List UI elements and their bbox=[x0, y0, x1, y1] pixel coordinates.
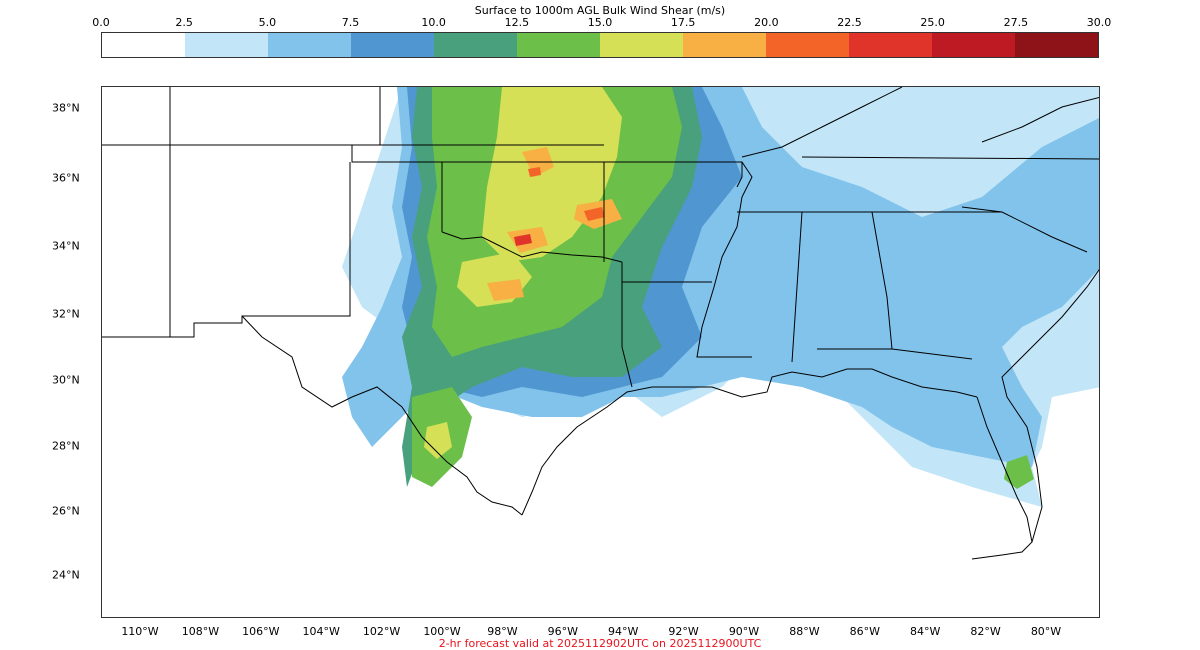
shear-region-green-florida bbox=[1004, 455, 1034, 489]
colorbar-segment bbox=[185, 33, 268, 57]
colorbar-segment bbox=[932, 33, 1015, 57]
coastline-florida bbox=[971, 396, 1033, 560]
coastline-atlantic bbox=[1001, 268, 1099, 543]
longitude-label: 88°W bbox=[789, 625, 820, 638]
colorbar-tick-label: 15.0 bbox=[587, 16, 613, 29]
border-al-ga bbox=[871, 211, 893, 350]
latitude-label: 36°N bbox=[52, 171, 80, 185]
border-va bbox=[981, 96, 1099, 143]
latitude-label: 32°N bbox=[52, 307, 80, 321]
latitude-label: 26°N bbox=[52, 504, 80, 518]
shear-region-yellow bbox=[482, 87, 622, 262]
shear-region-red bbox=[514, 234, 532, 246]
colorbar-tick-label: 2.5 bbox=[175, 16, 193, 29]
longitude-label: 90°W bbox=[728, 625, 760, 638]
colorbar-tick-label: 7.5 bbox=[341, 16, 360, 29]
colorbar-title: Surface to 1000m AGL Bulk Wind Shear (m/… bbox=[474, 4, 726, 17]
colorbar-segment bbox=[434, 33, 517, 57]
coastline-gulf bbox=[521, 368, 978, 516]
shear-region-red-2 bbox=[584, 207, 605, 221]
colorbar-segment bbox=[102, 33, 185, 57]
colorbar-segment bbox=[600, 33, 683, 57]
shear-region-red-3 bbox=[528, 167, 541, 177]
colorbar-tick-label: 0.0 bbox=[92, 16, 110, 29]
map-svg bbox=[102, 87, 1099, 560]
colorbar-segment bbox=[849, 33, 932, 57]
colorbar-segment bbox=[1015, 33, 1098, 57]
state-boundaries bbox=[102, 87, 1099, 560]
colorbar-segment bbox=[517, 33, 600, 57]
border-mississippi-river bbox=[696, 161, 753, 358]
longitude-label: 104°W bbox=[302, 625, 340, 638]
colorbar-tick-label: 22.5 bbox=[837, 16, 862, 29]
forecast-valid-text: 2-hr forecast valid at 2025112902UTC on … bbox=[438, 637, 762, 650]
colorbar-segment bbox=[683, 33, 766, 57]
colorbar-tick-label: 17.5 bbox=[670, 16, 696, 29]
longitude-label: 102°W bbox=[362, 625, 401, 638]
wind-shear-shading bbox=[342, 87, 1099, 507]
border-ga-fl bbox=[817, 348, 973, 360]
longitude-label: 108°W bbox=[181, 625, 220, 638]
border-ark-north bbox=[604, 161, 743, 188]
latitude-label: 30°N bbox=[52, 373, 80, 387]
longitude-label: 98°W bbox=[487, 625, 518, 638]
longitude-label: 84°W bbox=[910, 625, 941, 638]
colorbar-tick-label: 10.0 bbox=[421, 16, 446, 29]
colorbar-tick-label: 20.0 bbox=[754, 16, 779, 29]
map-frame bbox=[101, 86, 1100, 618]
latitude-label: 38°N bbox=[52, 101, 80, 115]
longitude-label: 110°W bbox=[121, 625, 159, 638]
longitude-label: 106°W bbox=[242, 625, 280, 638]
border-nc-sc bbox=[961, 206, 1088, 253]
shear-region-orange-4 bbox=[487, 279, 524, 301]
colorbar bbox=[101, 32, 1099, 58]
border-colorado-newmexico bbox=[102, 144, 443, 232]
longitude-label: 92°W bbox=[668, 625, 699, 638]
longitude-label: 86°W bbox=[849, 625, 880, 638]
border-ms-al bbox=[791, 211, 803, 363]
latitude-label: 34°N bbox=[52, 239, 80, 253]
longitude-label: 80°W bbox=[1030, 625, 1062, 638]
colorbar-segment bbox=[766, 33, 849, 57]
colorbar-tick-label: 25.0 bbox=[920, 16, 945, 29]
border-tx-la bbox=[621, 262, 633, 388]
border-rio-grande bbox=[241, 315, 523, 516]
border-tx-panhandle bbox=[102, 162, 351, 338]
longitude-label: 82°W bbox=[970, 625, 1001, 638]
colorbar-tick-label: 27.5 bbox=[1003, 16, 1029, 29]
border-red-river bbox=[441, 231, 623, 263]
longitude-label: 94°W bbox=[608, 625, 639, 638]
longitude-label: 96°W bbox=[547, 625, 578, 638]
latitude-label: 24°N bbox=[52, 568, 80, 582]
border-ky bbox=[741, 87, 903, 158]
shear-region-yellow-3 bbox=[424, 422, 452, 459]
longitude-label: 100°W bbox=[423, 625, 461, 638]
colorbar-tick-label: 30.0 bbox=[1086, 16, 1112, 29]
colorbar-tick-label: 5.0 bbox=[258, 16, 277, 29]
colorbar-segment bbox=[351, 33, 434, 57]
border-tenn-north bbox=[801, 156, 1099, 160]
colorbar-segment bbox=[268, 33, 351, 57]
colorbar-tick-label: 12.5 bbox=[504, 16, 530, 29]
latitude-label: 28°N bbox=[52, 439, 80, 453]
